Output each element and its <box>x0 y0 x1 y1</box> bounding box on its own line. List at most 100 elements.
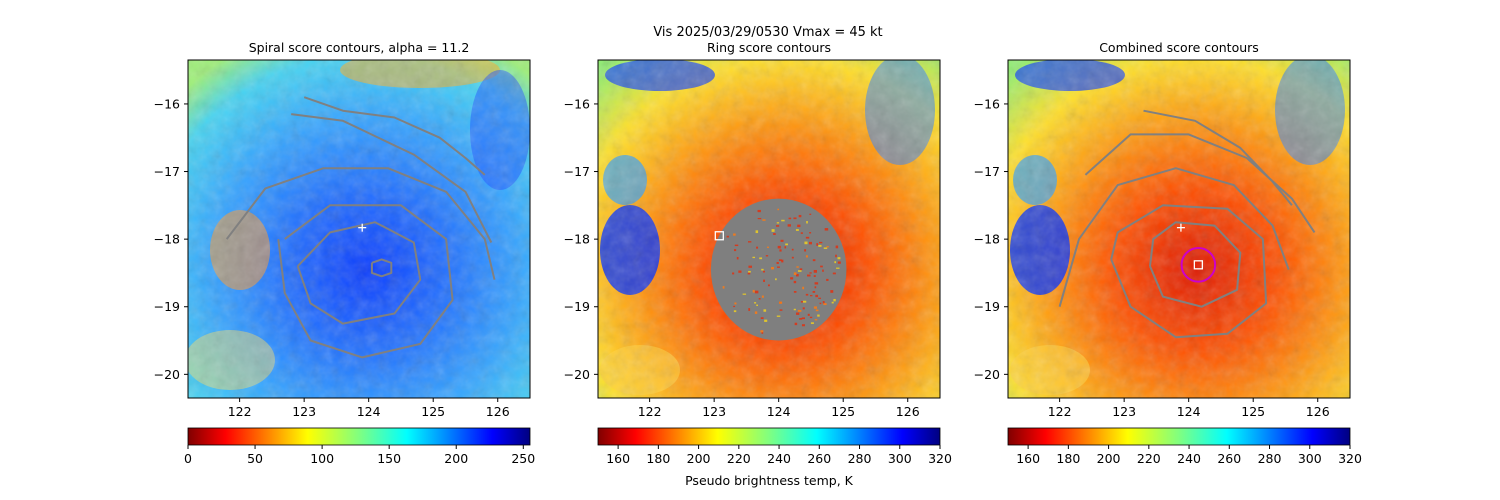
ring-speckle <box>761 268 764 271</box>
ring-speckle <box>819 302 822 305</box>
ring-speckle <box>757 217 762 220</box>
ring-speckle <box>799 268 803 271</box>
ring-speckle <box>799 318 803 320</box>
colorbar-tick-label: 300 <box>1298 451 1322 466</box>
ring-speckle <box>742 293 747 295</box>
colorbar-tick-label: 320 <box>1338 451 1362 466</box>
ring-speckle <box>831 301 834 304</box>
y-tick-label: −17 <box>974 164 1000 179</box>
y-axis: −16 −17 −18 −19 −20 <box>974 96 1008 382</box>
y-tick-label: −18 <box>154 232 180 247</box>
ring-speckle <box>763 279 765 282</box>
center-plus-marker <box>358 223 367 232</box>
ring-speckle <box>813 275 816 277</box>
center-square-marker <box>714 231 724 241</box>
colorbar-ticks: 0 50 100 150 200 250 <box>184 445 535 466</box>
contour-line <box>1058 167 1290 307</box>
x-tick-label: 124 <box>357 404 381 419</box>
ring-speckle <box>788 217 792 220</box>
ring-speckle <box>823 303 827 306</box>
colorbar-tick-label: 160 <box>1016 451 1040 466</box>
contour-line <box>291 113 493 243</box>
ring-speckle <box>804 249 807 252</box>
y-axis: −16 −17 −18 −19 −20 <box>564 96 598 382</box>
ring-speckle <box>748 241 752 243</box>
ring-speckle <box>819 241 823 244</box>
ring-speckle <box>810 322 814 324</box>
ring-speckle <box>756 304 758 307</box>
ring-speckle <box>833 298 836 302</box>
colorbar-tick-label: 50 <box>247 451 263 466</box>
ring-speckle <box>794 322 798 326</box>
ring-speckle <box>784 246 787 249</box>
colorbar-tick-label: 250 <box>511 451 535 466</box>
ring-speckle <box>767 246 769 248</box>
ring-speckle <box>822 269 824 272</box>
x-tick-label: 125 <box>421 404 445 419</box>
ring-speckle <box>837 257 841 260</box>
colorbar <box>597 427 941 446</box>
ring-speckle <box>800 301 804 303</box>
ring-speckle <box>777 245 781 249</box>
ring-speckle <box>800 232 803 234</box>
ring-speckle <box>824 228 829 231</box>
ring-speckle <box>738 270 742 273</box>
ring-speckle <box>754 302 757 304</box>
ring-speckle <box>812 290 816 293</box>
center-square-marker <box>1193 260 1204 270</box>
ring-speckle <box>733 310 737 313</box>
plot-frame <box>1007 59 1351 399</box>
x-tick-label: 125 <box>831 404 855 419</box>
panel-title: Ring score contours <box>707 40 831 55</box>
colorbar-tick-label: 200 <box>444 451 468 466</box>
x-axis: 122 123 124 125 126 <box>638 398 920 419</box>
contour-line <box>1110 204 1268 339</box>
ring-speckle <box>797 309 802 312</box>
contour-line <box>277 204 454 359</box>
ring-speckle <box>736 256 739 260</box>
ring-speckle <box>805 293 809 296</box>
ring-speckle <box>795 229 799 231</box>
ring-speckle <box>733 233 736 236</box>
ring-speckle <box>835 245 839 249</box>
colorbar-tick-label: 300 <box>888 451 912 466</box>
ring-speckle <box>752 289 755 293</box>
ring-speckle <box>779 301 783 304</box>
colorbar-tick-label: 160 <box>606 451 630 466</box>
ring-speckle <box>820 265 823 268</box>
ring-speckle <box>793 291 797 293</box>
x-tick-label: 123 <box>702 404 726 419</box>
ring-speckle <box>793 308 796 311</box>
contour-line <box>296 221 422 325</box>
ring-speckle <box>752 256 756 259</box>
ring-speckle <box>787 224 791 227</box>
y-tick-label: −20 <box>974 367 1000 382</box>
colorbar-tick-label: 260 <box>807 451 831 466</box>
colorbar <box>1007 427 1351 446</box>
ring-speckle <box>755 230 759 234</box>
ring-speckle <box>760 330 764 333</box>
x-tick-label: 124 <box>767 404 791 419</box>
colorbar-tick-label: 240 <box>1177 451 1201 466</box>
ring-speckle <box>796 273 799 277</box>
contour-layer <box>710 198 847 341</box>
center-plus-marker <box>1176 223 1185 232</box>
ring-speckle <box>754 290 759 294</box>
colorbar-tick-label: 0 <box>184 451 192 466</box>
ring-speckle <box>818 297 821 300</box>
ring-speckle <box>798 214 802 218</box>
ring-speckle <box>809 316 813 319</box>
ring-speckle <box>759 257 763 260</box>
contour-layer <box>225 96 496 359</box>
panel-combined: Combined score contours 122 123 124 125 126 … <box>974 40 1362 466</box>
ring-speckle <box>790 277 794 280</box>
y-tick-label: −19 <box>154 299 180 314</box>
ring-speckle <box>805 236 810 239</box>
ring-speckle <box>809 213 812 215</box>
y-tick-label: −19 <box>974 299 1000 314</box>
ring-speckle <box>771 266 775 270</box>
ring-speckle <box>836 267 840 269</box>
ring-speckle <box>815 294 819 298</box>
ring-speckle <box>773 233 776 235</box>
colorbar-tick-label: 280 <box>848 451 872 466</box>
